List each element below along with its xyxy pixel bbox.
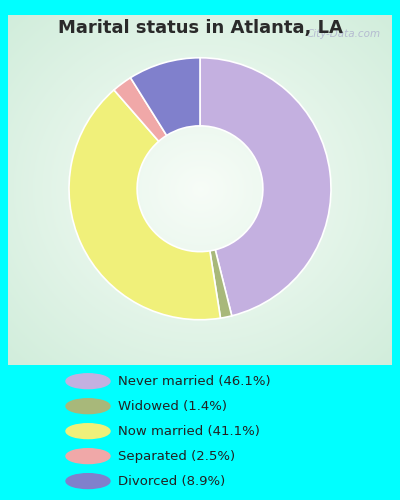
- Wedge shape: [69, 90, 220, 320]
- Circle shape: [66, 374, 110, 388]
- Circle shape: [66, 399, 110, 413]
- Text: Divorced (8.9%): Divorced (8.9%): [118, 474, 225, 488]
- Wedge shape: [130, 58, 200, 136]
- Text: Widowed (1.4%): Widowed (1.4%): [118, 400, 227, 412]
- Text: Separated (2.5%): Separated (2.5%): [118, 450, 235, 462]
- Wedge shape: [210, 250, 232, 318]
- Circle shape: [66, 424, 110, 438]
- Text: Now married (41.1%): Now married (41.1%): [118, 424, 260, 438]
- Text: Marital status in Atlanta, LA: Marital status in Atlanta, LA: [58, 19, 342, 37]
- Circle shape: [66, 474, 110, 488]
- Text: City-Data.com: City-Data.com: [306, 29, 380, 39]
- Wedge shape: [200, 58, 331, 316]
- Text: Never married (46.1%): Never married (46.1%): [118, 374, 271, 388]
- Wedge shape: [114, 78, 167, 142]
- Circle shape: [66, 448, 110, 464]
